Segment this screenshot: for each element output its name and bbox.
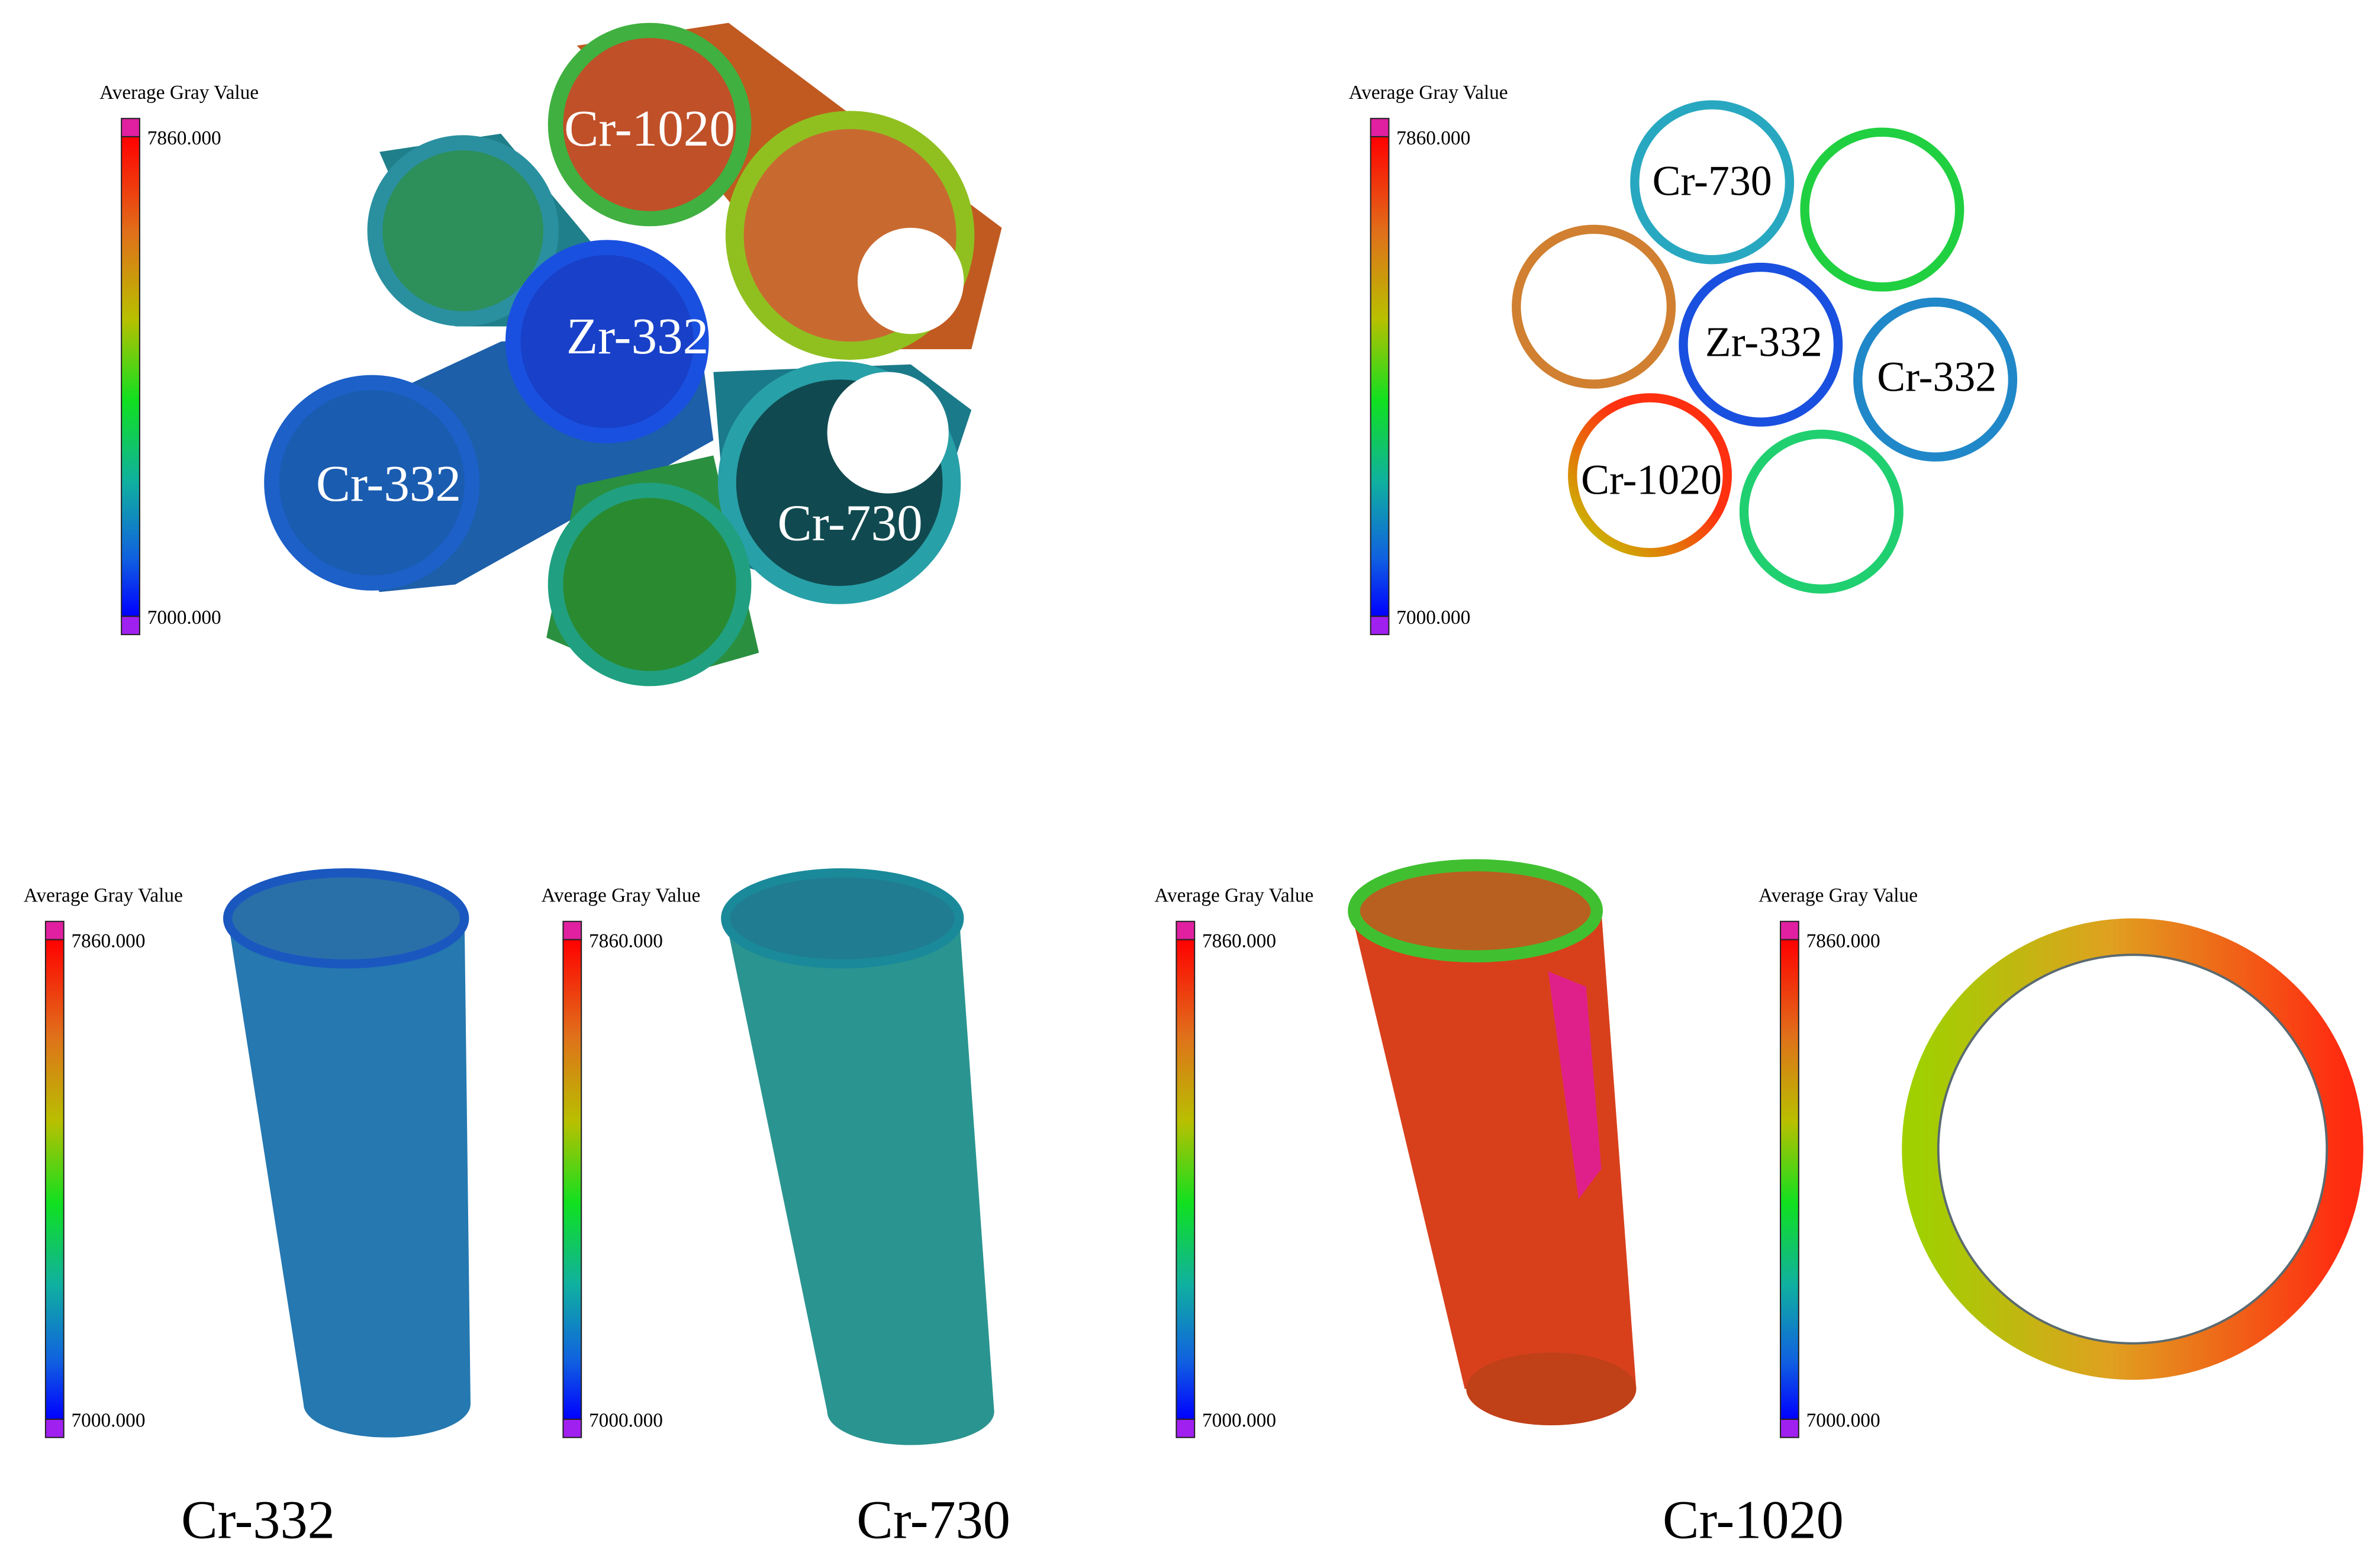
colorbar-top-cap	[121, 118, 140, 137]
tube-cr-332	[223, 868, 471, 1438]
colorbar-max-label: 7860.000	[1396, 127, 1470, 149]
colorbar-bottom-cap	[121, 616, 140, 636]
colorbar-max-label: 7860.000	[147, 127, 221, 149]
sample-label: Cr-1020	[1581, 456, 1722, 504]
sample-label: Cr-730	[777, 494, 922, 552]
colorbar: Average Gray Value 7860.000 7000.000	[1349, 82, 1508, 636]
colorbar-gradient	[562, 939, 582, 1420]
colorbar-max-label: 7860.000	[1806, 930, 1880, 952]
colorbar: Average Gray Value 7860.000 7000.000	[1154, 884, 1313, 1438]
colorbar-gradient	[44, 939, 65, 1420]
colorbar-title: Average Gray Value	[24, 884, 183, 906]
colorbar-top-cap	[44, 920, 65, 940]
tube-cr-730	[721, 868, 994, 1445]
tube-bundle-3d	[264, 22, 1002, 687]
caption: Cr-730	[856, 1490, 1010, 1550]
colorbar-title: Average Gray Value	[1349, 82, 1508, 104]
colorbar-min-label: 7000.000	[589, 1410, 663, 1432]
colorbar-title: Average Gray Value	[1759, 884, 1918, 906]
colorbar-min-label: 7000.000	[1202, 1410, 1276, 1432]
colorbar-max-label: 7860.000	[1202, 930, 1276, 952]
sample-label: Cr-730	[1653, 157, 1772, 205]
colorbar-bottom-cap	[1175, 1418, 1196, 1438]
colorbar-title: Average Gray Value	[1154, 884, 1313, 906]
colorbar-gradient	[121, 136, 140, 617]
sample-label: Zr-332	[1705, 318, 1822, 365]
ring-cross-sections	[1512, 100, 2018, 594]
colorbar-gradient	[1370, 136, 1390, 617]
colorbar-top-cap	[1370, 118, 1390, 137]
colorbar-gradient	[1175, 939, 1196, 1420]
colorbar-top-cap	[1780, 920, 1799, 940]
colorbar-top-cap	[1175, 920, 1196, 940]
colorbar-title: Average Gray Value	[541, 884, 700, 906]
caption: Cr-1020	[1663, 1490, 1844, 1550]
tube-cr-1020	[1348, 859, 1637, 1426]
ring-cr-1020	[1902, 918, 2363, 1380]
sample-label: Cr-1020	[564, 99, 735, 157]
colorbar-min-label: 7000.000	[147, 607, 221, 629]
colorbar-gradient	[1780, 939, 1799, 1420]
colorbar: Average Gray Value 7860.000 7000.000	[24, 884, 183, 1438]
caption: Cr-332	[181, 1490, 335, 1550]
sample-label: Cr-332	[316, 455, 461, 512]
sample-label: Zr-332	[566, 307, 708, 365]
colorbar-max-label: 7860.000	[72, 930, 146, 952]
colorbar-bottom-cap	[1780, 1418, 1799, 1438]
colorbar: Average Gray Value 7860.000 7000.000	[1759, 884, 1918, 1438]
colorbar-min-label: 7000.000	[1806, 1410, 1880, 1432]
sample-label: Cr-332	[1877, 353, 1996, 400]
colorbar-min-label: 7000.000	[72, 1410, 146, 1432]
colorbar: Average Gray Value 7860.000 7000.000	[541, 884, 700, 1438]
colorbar-bottom-cap	[44, 1418, 65, 1438]
colorbar-max-label: 7860.000	[589, 930, 663, 952]
annotations: Average Gray Value 7860.000 7000.000 Cr-102…	[24, 82, 1996, 1550]
colorbar-min-label: 7000.000	[1396, 607, 1470, 629]
colorbar-bottom-cap	[1370, 616, 1390, 636]
colorbar: Average Gray Value 7860.000 7000.000	[99, 82, 259, 636]
colorbar-bottom-cap	[562, 1418, 582, 1438]
colorbar-top-cap	[562, 920, 582, 940]
colorbar-title: Average Gray Value	[99, 82, 259, 104]
